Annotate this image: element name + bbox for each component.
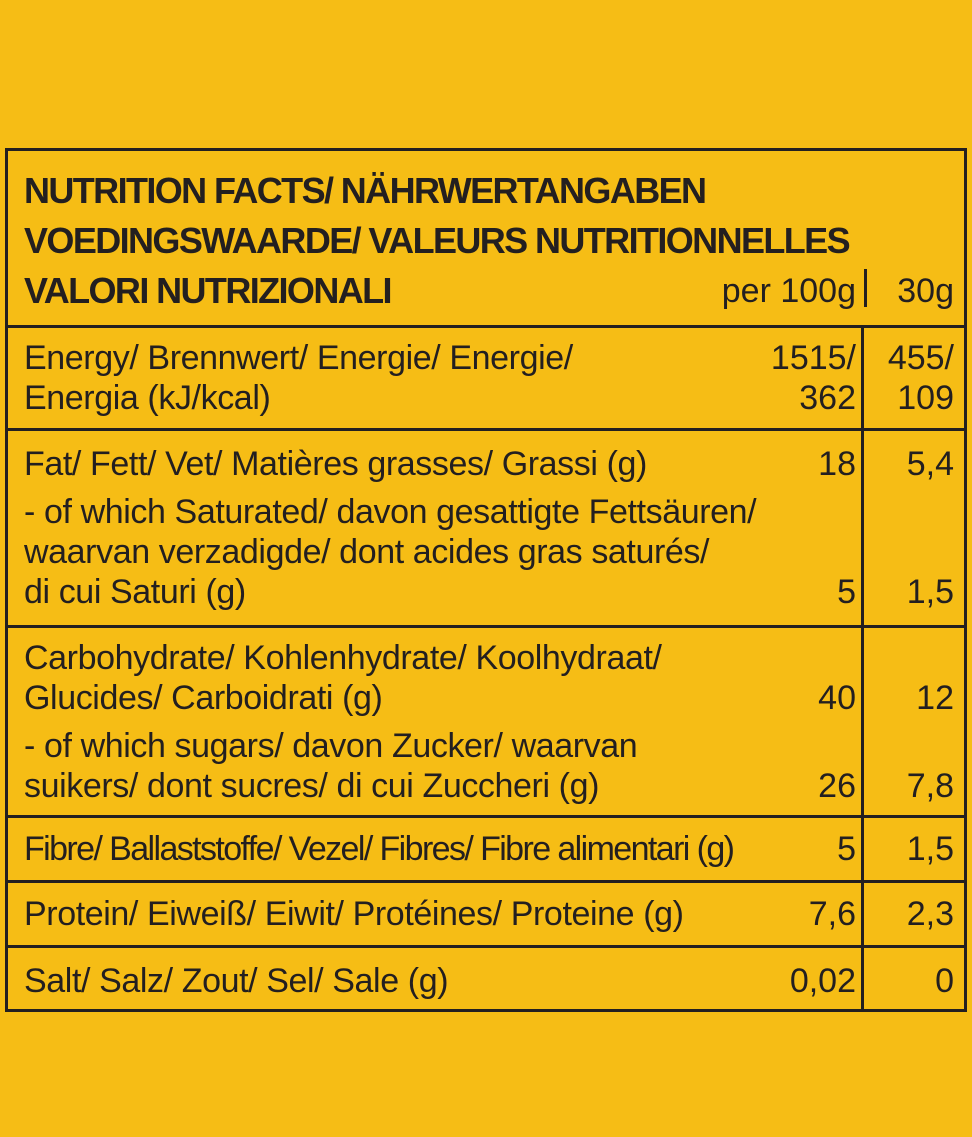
- table-row: Energy/ Brennwert/ Energie/ Energie/Ener…: [8, 328, 964, 431]
- nutrient-label: Fat/ Fett/ Vet/ Matières grasses/ Grassi…: [24, 445, 647, 483]
- value: 5: [837, 573, 856, 611]
- table-row: Fibre/ Ballaststoffe/ Vezel/ Fibres/ Fib…: [8, 818, 964, 883]
- nutrient-label: - of which Saturated/ davon gesattigte F…: [24, 493, 757, 531]
- value: 5,4: [906, 445, 954, 483]
- title-line: VOEDINGSWAARDE/ VALEURS NUTRITIONNELLES: [24, 220, 851, 261]
- column-header: per 100g: [721, 272, 856, 310]
- nutrient: - of which Saturated/ davon gesattigte F…: [8, 492, 964, 612]
- value: 1515/: [770, 339, 856, 377]
- value-per-100g: 40: [818, 678, 856, 718]
- value: 1,5: [906, 830, 954, 868]
- nutrient-label: Glucides/ Carboidrati (g): [24, 678, 383, 717]
- divider: [861, 328, 864, 1009]
- nutrient: Carbohydrate/ Kohlenhydrate/ Koolhydraat…: [8, 638, 964, 718]
- value: 5: [837, 830, 856, 868]
- nutrient-label: suikers/ dont sucres/ di cui Zuccheri (g…: [24, 766, 600, 805]
- value: 12: [916, 678, 954, 717]
- value: 0,02: [789, 961, 856, 1000]
- value-per-30g: 5,4: [907, 444, 954, 484]
- nutrient-label: Salt/ Salz/ Zout/ Sel/ Sale (g): [24, 961, 449, 1000]
- nutrient: Fibre/ Ballaststoffe/ Vezel/ Fibres/ Fib…: [8, 829, 964, 869]
- value: 7,6: [808, 895, 856, 933]
- nutrient-label: Carbohydrate/ Kohlenhydrate/ Koolhydraat…: [24, 638, 662, 677]
- nutrient: - of which sugars/ davon Zucker/ waarvan…: [8, 726, 964, 806]
- value-per-100g: 5: [837, 572, 856, 612]
- value: 362: [799, 379, 856, 417]
- table-row: Protein/ Eiweiß/ Eiwit/ Protéines/ Prote…: [8, 883, 964, 948]
- value-per-30g: 7,8: [907, 766, 954, 806]
- nutrient-label: Energia (kJ/kcal): [24, 379, 271, 417]
- value-per-100g: 5: [837, 829, 856, 869]
- nutrition-table: NUTRITION FACTS/ NÄHRWERTANGABEN VOEDING…: [5, 148, 967, 1012]
- value-per-100g: 1515/362: [771, 338, 856, 418]
- divider: [864, 269, 867, 307]
- nutrient-label: di cui Saturi (g): [24, 573, 246, 611]
- nutrient: Salt/ Salz/ Zout/ Sel/ Sale (g) 0,02 0: [8, 961, 964, 1001]
- value-per-100g: 18: [818, 444, 856, 484]
- value: 1,5: [906, 573, 954, 611]
- value: 0: [935, 961, 954, 1000]
- value-per-30g: 1,5: [907, 572, 954, 612]
- value-per-30g: 12: [916, 678, 954, 718]
- nutrient-label: waarvan verzadigde/ dont acides gras sat…: [24, 533, 710, 571]
- nutrient-label: - of which sugars/ davon Zucker/ waarvan: [24, 726, 638, 765]
- table-row: Carbohydrate/ Kohlenhydrate/ Koolhydraat…: [8, 628, 964, 818]
- value: 40: [818, 678, 856, 717]
- value-per-100g: 7,6: [809, 894, 856, 934]
- value: 455/: [887, 339, 954, 377]
- nutrient-label: Fibre/ Ballaststoffe/ Vezel/ Fibres/ Fib…: [24, 830, 735, 868]
- value: 26: [818, 766, 856, 805]
- value-per-30g: 1,5: [907, 829, 954, 869]
- nutrient: Energy/ Brennwert/ Energie/ Energie/Ener…: [8, 338, 964, 418]
- column-header: 30g: [897, 272, 954, 310]
- value-per-100g: 0,02: [790, 961, 856, 1001]
- title-line: NUTRITION FACTS/ NÄHRWERTANGABEN: [24, 170, 707, 211]
- title-line: VALORI NUTRIZIONALI: [24, 270, 393, 311]
- nutrient: Fat/ Fett/ Vet/ Matières grasses/ Grassi…: [8, 444, 964, 484]
- value: 2,3: [906, 895, 954, 933]
- value-per-100g: 26: [818, 766, 856, 806]
- value-per-30g: 2,3: [907, 894, 954, 934]
- value-per-30g: 0: [935, 961, 954, 1001]
- value-per-30g: 455/109: [888, 338, 954, 418]
- table-header: NUTRITION FACTS/ NÄHRWERTANGABEN VOEDING…: [8, 151, 964, 328]
- value: 18: [818, 445, 856, 483]
- table-row: Salt/ Salz/ Zout/ Sel/ Sale (g) 0,02 0: [8, 948, 964, 1013]
- value: 109: [897, 379, 954, 417]
- nutrient-label: Energy/ Brennwert/ Energie/ Energie/: [24, 339, 573, 377]
- nutrient-label: Protein/ Eiweiß/ Eiwit/ Protéines/ Prote…: [24, 895, 684, 933]
- nutrient: Protein/ Eiweiß/ Eiwit/ Protéines/ Prote…: [8, 894, 964, 934]
- table-row: Fat/ Fett/ Vet/ Matières grasses/ Grassi…: [8, 431, 964, 628]
- value: 7,8: [906, 766, 954, 805]
